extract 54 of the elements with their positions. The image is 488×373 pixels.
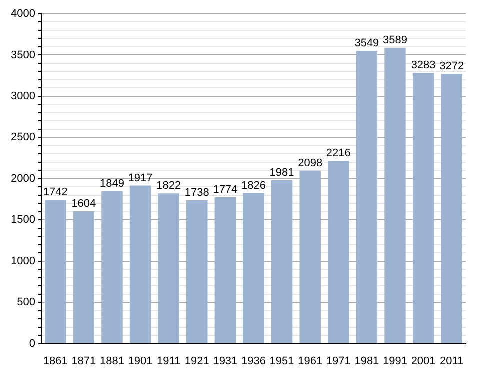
data-label: 1774 bbox=[213, 184, 238, 196]
data-label: 1738 bbox=[184, 187, 210, 200]
bar bbox=[102, 191, 123, 344]
bar bbox=[412, 73, 434, 344]
data-label: 3272 bbox=[440, 60, 464, 73]
y-tick-label: 0 bbox=[29, 338, 36, 350]
x-tick-label: 1931 bbox=[213, 355, 238, 368]
data-label: 1917 bbox=[128, 172, 153, 184]
x-tick-label: 1861 bbox=[43, 355, 68, 368]
bar bbox=[300, 170, 321, 344]
y-tick-label: 1000 bbox=[10, 255, 36, 268]
y-tick-label: 1500 bbox=[10, 214, 36, 226]
bar bbox=[271, 180, 293, 344]
data-label: 3283 bbox=[411, 60, 436, 72]
x-tick-label: 1951 bbox=[270, 355, 294, 368]
data-label: 2098 bbox=[298, 157, 323, 170]
data-label: 1849 bbox=[100, 178, 124, 190]
bar bbox=[130, 186, 152, 344]
data-label: 1604 bbox=[72, 198, 96, 210]
bar bbox=[356, 51, 378, 344]
data-label: 1826 bbox=[241, 180, 266, 192]
y-tick-label: 2000 bbox=[10, 172, 36, 185]
data-label: 2216 bbox=[326, 148, 351, 160]
bar bbox=[384, 48, 406, 344]
data-label: 1981 bbox=[270, 167, 294, 179]
x-tick-label: 2011 bbox=[440, 355, 464, 368]
y-tick-label: 500 bbox=[17, 296, 36, 309]
data-label: 3589 bbox=[383, 34, 408, 46]
x-tick-label: 1981 bbox=[354, 355, 380, 368]
x-tick-label: 1901 bbox=[128, 355, 153, 368]
x-tick-label: 1961 bbox=[298, 355, 323, 368]
x-tick-label: 1871 bbox=[72, 355, 96, 368]
x-tick-label: 1991 bbox=[383, 355, 408, 368]
bar bbox=[243, 193, 264, 344]
bar bbox=[214, 198, 236, 344]
x-tick-label: 2001 bbox=[411, 355, 436, 368]
bar bbox=[186, 200, 208, 344]
bar bbox=[45, 200, 66, 344]
bar bbox=[441, 74, 462, 344]
x-tick-label: 1921 bbox=[184, 355, 210, 368]
bar bbox=[328, 161, 350, 344]
bar bbox=[73, 212, 95, 344]
bar bbox=[158, 194, 180, 344]
y-tick-label: 2500 bbox=[10, 132, 36, 144]
data-label: 3549 bbox=[354, 38, 380, 50]
y-tick-label: 3500 bbox=[10, 49, 36, 62]
x-tick-label: 1971 bbox=[326, 355, 351, 368]
x-tick-label: 1936 bbox=[241, 355, 266, 368]
data-label: 1742 bbox=[43, 186, 68, 199]
x-tick-label: 1911 bbox=[157, 355, 181, 368]
y-tick-label: 4000 bbox=[10, 8, 36, 20]
data-label: 1822 bbox=[156, 180, 182, 192]
x-tick-label: 1881 bbox=[100, 355, 124, 368]
y-tick-label: 3000 bbox=[10, 90, 36, 102]
